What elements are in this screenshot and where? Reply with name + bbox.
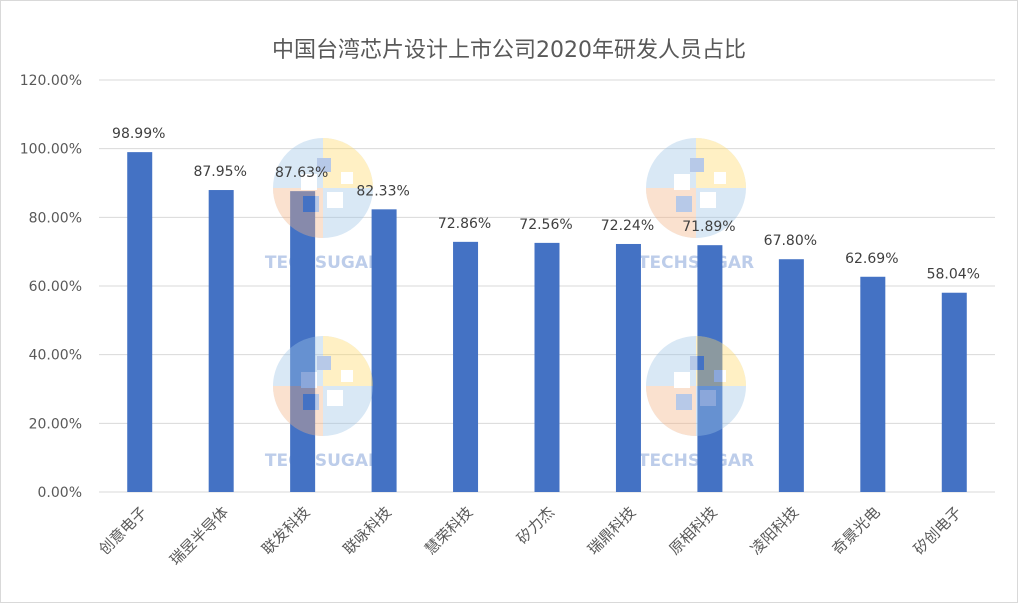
data-labels: 98.99% 87.95% 87.63% 82.33% 72.86% 72.56% 72.2… <box>112 126 980 283</box>
watermarks: TECHSUGAR TECHSUGAR TECHSUGAR TECHSUGAR <box>265 138 754 471</box>
x-tick-label: 矽力杰 <box>513 503 558 548</box>
x-tick-label: 奇景光电 <box>828 503 883 558</box>
bars <box>127 152 967 492</box>
bar <box>615 243 641 492</box>
bar <box>290 191 316 492</box>
bar <box>697 245 723 492</box>
data-label: 87.95% <box>193 164 246 180</box>
x-tick-label: 创意电子 <box>95 503 150 558</box>
watermark-text: TECHSUGAR <box>638 451 754 471</box>
bar <box>778 259 804 492</box>
bar <box>371 209 397 492</box>
x-tick-label: 凌阳科技 <box>747 503 802 558</box>
y-tick-label: 60.00% <box>29 279 82 295</box>
data-label: 72.86% <box>438 216 491 232</box>
bar <box>127 152 153 492</box>
x-axis-labels: 创意电子 瑞昱半导体 联发科技 联咏科技 慧荣科技 矽力杰 瑞鼎科技 原相科技 凌阳科技 奇景光电… <box>95 503 965 569</box>
data-label: 98.99% <box>112 126 165 142</box>
y-tick-label: 120.00% <box>20 73 82 89</box>
bar <box>453 241 479 492</box>
watermark-text: TECHSUGAR <box>265 451 381 471</box>
data-label: 72.24% <box>601 218 654 234</box>
x-tick-label: 联咏科技 <box>340 503 395 558</box>
data-label: 87.63% <box>275 165 328 181</box>
data-label: 58.04% <box>927 267 980 283</box>
y-axis-labels: 0.00% 20.00% 40.00% 60.00% 80.00% 100.00% 120.… <box>20 73 82 501</box>
bar <box>208 190 234 492</box>
checker-circle-logo-icon <box>273 336 373 436</box>
y-tick-label: 20.00% <box>29 416 82 432</box>
x-tick-label: 原相科技 <box>666 503 721 558</box>
watermark: TECHSUGAR <box>638 336 754 471</box>
data-label: 82.33% <box>356 183 409 199</box>
x-tick-label: 瑞鼎科技 <box>584 503 639 558</box>
x-tick-label: 联发科技 <box>258 503 313 558</box>
x-tick-label: 慧荣科技 <box>421 503 476 558</box>
watermark-text: TECHSUGAR <box>638 253 754 273</box>
x-tick-label: 矽创电子 <box>910 503 965 558</box>
y-tick-label: 0.00% <box>38 485 82 501</box>
x-tick-label: 瑞昱半导体 <box>166 503 232 569</box>
watermark-text: TECHSUGAR <box>265 253 381 273</box>
data-label: 71.89% <box>682 219 735 235</box>
watermark: TECHSUGAR <box>265 336 381 471</box>
checker-circle-logo-icon <box>646 336 746 436</box>
checker-circle-logo-icon <box>646 138 746 238</box>
y-tick-label: 100.00% <box>20 142 82 158</box>
y-tick-label: 80.00% <box>29 210 82 226</box>
data-label: 62.69% <box>845 251 898 267</box>
checker-circle-logo-icon <box>273 138 373 238</box>
chart-title: 中国台湾芯片设计上市公司2020年研发人员占比 <box>272 38 746 63</box>
watermark: TECHSUGAR <box>265 138 381 273</box>
data-label: 67.80% <box>764 233 817 249</box>
bar <box>941 292 967 492</box>
watermark: TECHSUGAR <box>638 138 754 273</box>
bar <box>534 242 560 492</box>
y-tick-label: 40.00% <box>29 348 82 364</box>
data-label: 72.56% <box>519 217 572 233</box>
bar <box>860 276 886 492</box>
